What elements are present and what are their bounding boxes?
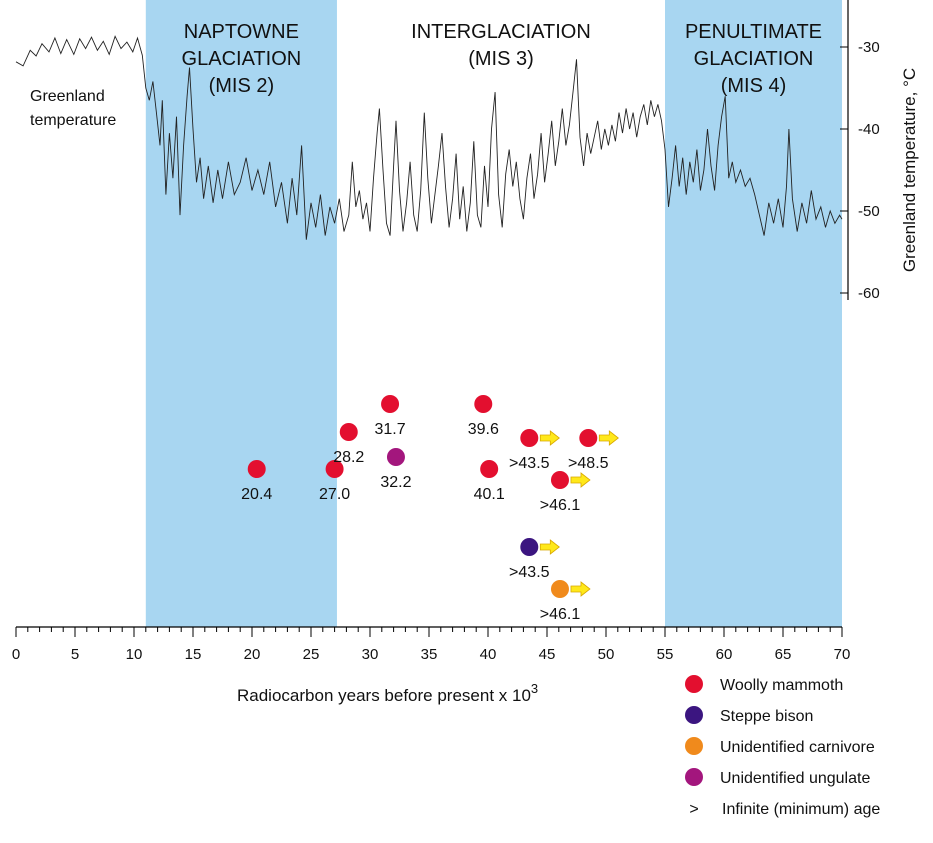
data-point bbox=[247, 460, 266, 478]
period-label: GLACIATION bbox=[182, 48, 302, 70]
infinite-age-arrow bbox=[539, 539, 560, 555]
temperature-line bbox=[15, 35, 843, 240]
legend-marker bbox=[685, 675, 703, 693]
legend-label: Steppe bison bbox=[720, 708, 813, 725]
legend-label: Unidentified carnivore bbox=[720, 739, 875, 756]
curve-label: Greenland temperature bbox=[30, 88, 116, 129]
period-band bbox=[665, 0, 842, 627]
legend-note-label: Infinite (minimum) age bbox=[722, 801, 880, 818]
x-tick-label: 50 bbox=[598, 646, 615, 663]
x-tick-label: 70 bbox=[834, 646, 851, 663]
x-tick-label: 10 bbox=[126, 646, 143, 663]
curve-label-line: temperature bbox=[30, 112, 116, 129]
data-label: 28.2 bbox=[333, 449, 364, 466]
data-label: 40.1 bbox=[474, 486, 505, 503]
data-label: 27.0 bbox=[319, 486, 350, 503]
data-label: >46.1 bbox=[540, 497, 581, 514]
data-label: >43.5 bbox=[509, 564, 550, 581]
data-points: 20.4 27.028.231.7 39.640.1>43.5>46.1>48.5>… bbox=[241, 395, 619, 623]
data-label: 39.6 bbox=[468, 421, 499, 438]
x-tick-label: 60 bbox=[716, 646, 733, 663]
period-label: (MIS 2) bbox=[209, 75, 275, 97]
period-label: GLACIATION bbox=[694, 48, 814, 70]
x-tick-label: 0 bbox=[12, 646, 20, 663]
data-point bbox=[520, 429, 539, 447]
x-tick-label: 20 bbox=[244, 646, 261, 663]
data-point bbox=[579, 429, 598, 447]
data-point bbox=[480, 460, 499, 478]
legend-label: Unidentified ungulate bbox=[720, 770, 870, 787]
data-point bbox=[339, 423, 358, 441]
data-label: 20.4 bbox=[241, 486, 272, 503]
legend-marker bbox=[685, 706, 703, 724]
x-tick-label: 40 bbox=[480, 646, 497, 663]
legend-marker bbox=[685, 768, 703, 786]
x-axis-title-text: Radiocarbon years before present x 10 bbox=[237, 686, 531, 705]
data-point bbox=[381, 395, 400, 413]
data-label: 32.2 bbox=[380, 474, 411, 491]
data-label: >46.1 bbox=[540, 606, 581, 623]
x-axis-title-superscript: 3 bbox=[531, 681, 538, 696]
data-point bbox=[474, 395, 493, 413]
period-label: (MIS 3) bbox=[468, 48, 534, 70]
temperature-curve bbox=[15, 35, 843, 240]
period-band bbox=[145, 0, 337, 627]
infinite-age-arrow bbox=[598, 430, 619, 446]
legend: Woolly mammoth Steppe bison Unidentified c… bbox=[685, 675, 880, 818]
data-point bbox=[520, 538, 539, 556]
x-tick-label: 5 bbox=[71, 646, 79, 663]
curve-label-line: Greenland bbox=[30, 88, 105, 105]
x-tick-label: 30 bbox=[362, 646, 379, 663]
period-label: INTERGLACIATION bbox=[411, 21, 591, 43]
legend-note-symbol: > bbox=[689, 801, 698, 818]
x-tick-label: 45 bbox=[539, 646, 556, 663]
period-bands bbox=[145, 0, 842, 627]
x-tick-label: 35 bbox=[421, 646, 438, 663]
legend-label: Woolly mammoth bbox=[720, 677, 843, 694]
y-tick-label: -60 bbox=[858, 285, 880, 302]
infinite-age-arrow bbox=[570, 472, 591, 488]
x-tick-label: 55 bbox=[657, 646, 674, 663]
y-tick-label: -40 bbox=[858, 121, 880, 138]
x-tick-label: 25 bbox=[303, 646, 320, 663]
y-tick-label: -50 bbox=[858, 203, 880, 220]
period-label: PENULTIMATE bbox=[685, 21, 822, 43]
data-point bbox=[325, 460, 344, 478]
legend-marker bbox=[685, 737, 703, 755]
x-tick-label: 65 bbox=[775, 646, 792, 663]
x-axis: 0 5 10 15 20 25 30 35 40 45 50 55 60 65 70 Radiocarbon … bbox=[12, 626, 851, 705]
y-tick-label: -30 bbox=[858, 39, 880, 56]
data-label: >48.5 bbox=[568, 455, 609, 472]
data-label: 31.7 bbox=[374, 421, 405, 438]
period-label: NAPTOWNE bbox=[184, 21, 299, 43]
x-axis-title: Radiocarbon years before present x 103 bbox=[237, 681, 538, 705]
data-label: >43.5 bbox=[509, 455, 550, 472]
y-axis-title: Greenland temperature, °C bbox=[900, 68, 919, 272]
infinite-age-arrow bbox=[570, 581, 591, 597]
period-labels: NAPTOWNE GLACIATION (MIS 2) INTERGLACIATION… bbox=[182, 21, 822, 97]
x-tick-label: 15 bbox=[185, 646, 202, 663]
infinite-age-arrow bbox=[539, 430, 560, 446]
period-label: (MIS 4) bbox=[721, 75, 787, 97]
data-point bbox=[386, 448, 405, 466]
data-point bbox=[550, 471, 569, 489]
right-y-axis: -30 -40 -50 -60 Greenland temperature, °C bbox=[840, 0, 919, 302]
data-point bbox=[550, 580, 569, 598]
